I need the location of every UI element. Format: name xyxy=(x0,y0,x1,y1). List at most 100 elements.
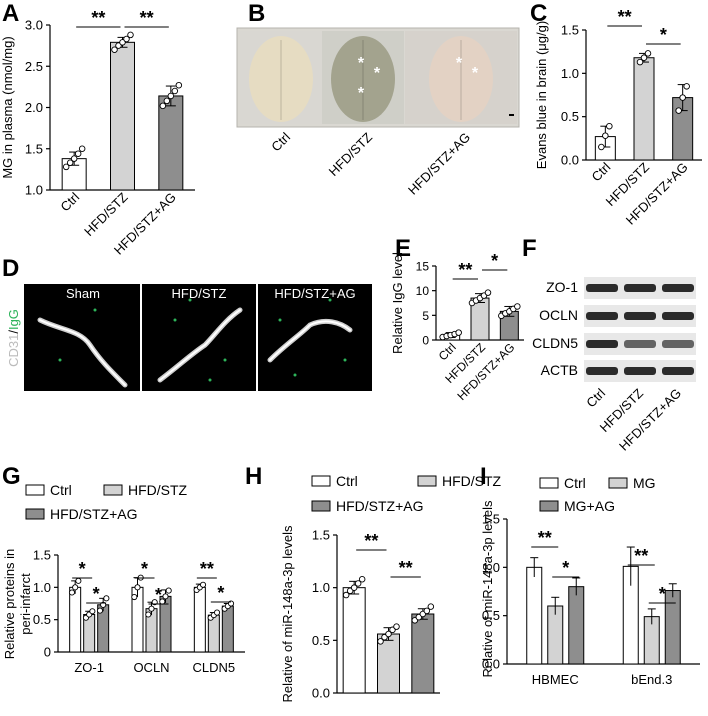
data-point xyxy=(423,607,431,615)
photo-label: Ctrl xyxy=(268,129,293,154)
y-tick-label: 1.0 xyxy=(561,66,579,81)
sig-label: * xyxy=(217,583,224,603)
y-tick-label: 2.5 xyxy=(25,59,43,74)
bar-i-0-2 xyxy=(568,586,585,665)
data-point xyxy=(354,580,362,587)
sig-label: ** xyxy=(618,7,632,27)
chart-h: 0.0 0.5 1.0 1.5 Relative of miR-148a-3p leve… xyxy=(280,525,440,703)
sig-label: * xyxy=(141,559,148,579)
y-tick-label: 0.0 xyxy=(561,153,579,168)
sig-label: ** xyxy=(200,559,214,579)
legend-label: Ctrl xyxy=(336,473,358,489)
y-tick-label: 2.0 xyxy=(25,100,43,115)
data-point xyxy=(145,611,152,618)
bar-h-0 xyxy=(342,587,366,694)
data-point xyxy=(213,609,221,616)
y-axis-label: Relative IgG level xyxy=(390,252,405,354)
y-axis-label: Relative of miR-148a-3p levels xyxy=(480,500,495,678)
data-point xyxy=(385,630,392,638)
panel-letter-b: B xyxy=(248,0,266,27)
y-tick-label: 1.0 xyxy=(25,183,43,198)
data-point xyxy=(602,132,609,139)
cd31-label: CD31 xyxy=(6,334,21,367)
y-axis-label: Evans blue in brain (μg/g) xyxy=(534,21,549,169)
brain-photo-panel: Ctrl * * * HFD/STZ * * HFD/STZ+AG xyxy=(236,27,520,198)
data-point xyxy=(350,584,358,591)
chart-g: 00.51.01.5ZO-1 OCLN CLDN5******* xyxy=(33,548,245,675)
blot-label: OCLN xyxy=(539,307,578,323)
data-point xyxy=(427,603,435,610)
data-point xyxy=(62,163,70,171)
blot-band xyxy=(624,367,656,375)
blot-band xyxy=(624,284,656,292)
data-point xyxy=(167,92,175,100)
sig-label: ** xyxy=(399,558,413,578)
blot-band xyxy=(662,284,694,292)
igg-spot xyxy=(173,318,177,322)
igg-spot xyxy=(278,318,282,322)
data-point xyxy=(89,608,96,615)
blot-band xyxy=(586,340,618,348)
blot-band xyxy=(662,367,694,375)
blot-label: ACTB xyxy=(541,362,578,378)
y-tick-label: 1.0 xyxy=(482,560,500,575)
y-tick-label: 1.5 xyxy=(33,548,51,563)
x-tick-label: HFD/STZ xyxy=(81,189,130,238)
bar-a-2 xyxy=(158,95,184,191)
blot-lane-label: Ctrl xyxy=(583,385,608,410)
data-point xyxy=(455,329,462,336)
data-point xyxy=(636,58,644,66)
sig-label: * xyxy=(93,584,100,604)
data-point xyxy=(163,97,171,105)
panel-letter-h: H xyxy=(245,463,263,490)
data-point xyxy=(103,595,110,602)
scale-bar xyxy=(509,114,514,116)
x-tick-label: HBMEC xyxy=(532,672,579,687)
blot-band xyxy=(624,312,656,320)
sig-label: ** xyxy=(364,531,378,551)
vessel-highlight xyxy=(39,319,126,386)
sig-label: * xyxy=(562,558,569,578)
data-point xyxy=(131,593,138,601)
data-point xyxy=(123,35,130,43)
sig-label: * xyxy=(660,25,667,45)
blot-label: ZO-1 xyxy=(546,279,578,295)
x-tick-label: Ctrl xyxy=(589,159,614,184)
brain-1 xyxy=(331,36,395,122)
data-point xyxy=(342,591,350,599)
y-tick-label: 0.5 xyxy=(33,612,51,627)
y-axis-label: Relative of miR-148a-3p levels xyxy=(280,525,295,703)
y-tick-label: 0.0 xyxy=(312,686,330,701)
y-tick-label: 1.0 xyxy=(33,580,51,595)
panel-letter-d: D xyxy=(2,255,20,282)
bar-i-0-0 xyxy=(526,566,543,665)
legend-label: Ctrl xyxy=(50,482,72,498)
blot-band xyxy=(586,367,618,375)
sig-label: ** xyxy=(91,8,105,28)
data-point xyxy=(134,584,141,591)
brain-asterisk: * xyxy=(358,85,365,102)
legend-label: HFD/STZ xyxy=(442,473,502,489)
igg-spot xyxy=(293,373,297,377)
y-tick-label: 1.5 xyxy=(561,23,579,38)
y-tick-label: 0.5 xyxy=(482,608,500,623)
data-point xyxy=(72,584,79,591)
if-panel: Sham HFD/STZ HFD/STZ+AG CD31/IgG xyxy=(6,284,374,391)
panel-letter-f: F xyxy=(522,235,537,262)
x-tick-label: OCLN xyxy=(133,660,169,675)
bar-a-1 xyxy=(110,41,135,191)
legend-swatch xyxy=(539,500,559,512)
y-tick-label: 15 xyxy=(416,260,430,274)
data-point xyxy=(640,54,648,61)
data-point xyxy=(484,289,492,296)
blot-band xyxy=(662,340,694,348)
photo-label: HFD/STZ+AG xyxy=(405,130,473,198)
if-column-label: HFD/STZ xyxy=(172,286,227,301)
brain-2 xyxy=(429,36,493,122)
vessel-highlight xyxy=(159,309,241,381)
igg-spot xyxy=(93,308,97,312)
brain-0 xyxy=(249,36,313,122)
legend-swatch xyxy=(25,484,45,496)
